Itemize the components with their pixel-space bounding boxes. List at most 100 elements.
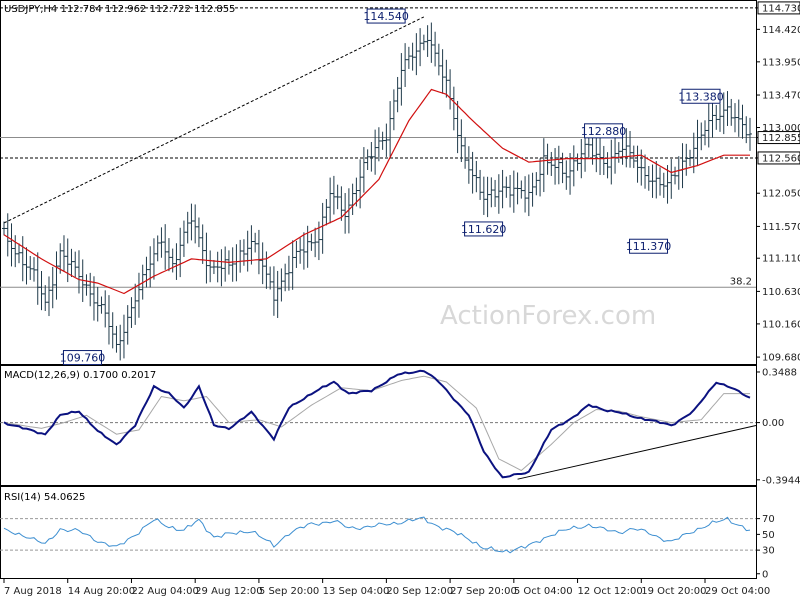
main-header: USDJPY,H4 112.784 112.962 112.722 112.85…	[4, 4, 235, 15]
svg-text:111.620: 111.620	[461, 223, 507, 236]
ohlc-bar	[275, 270, 280, 318]
x-tick-label: 12 Oct 12:00	[577, 579, 643, 597]
ohlc-bar	[369, 141, 374, 172]
ohlc-bar	[16, 243, 21, 264]
ohlc-bar	[28, 255, 33, 280]
ohlc-bar	[635, 145, 640, 183]
main-panel-frame	[0, 0, 757, 365]
svg-text:30: 30	[762, 546, 775, 557]
ohlc-bar	[601, 145, 606, 176]
price-label: 113.380	[678, 88, 724, 104]
ohlc-bar	[230, 247, 235, 282]
svg-text:113.470: 113.470	[762, 91, 800, 102]
watermark: ActionForex.com	[440, 301, 656, 331]
ohlc-bar	[628, 130, 633, 168]
price-label: 109.760	[60, 350, 105, 366]
ohlc-bar	[136, 272, 141, 318]
rsi-line	[3, 516, 751, 554]
y-tick-label: 111.110	[756, 254, 800, 265]
rsi-y-tick: 50	[756, 530, 775, 541]
x-tick-label: 29 Oct 04:00	[704, 579, 770, 597]
rsi-header: RSI(14) 54.0625	[4, 492, 85, 503]
ohlc-bar	[620, 135, 625, 165]
ohlc-bar	[714, 105, 719, 130]
ohlc-bar	[444, 59, 449, 98]
ohlc-bar	[421, 34, 426, 51]
ohlc-bar	[76, 250, 81, 294]
y-tick-label: 113.950	[756, 57, 800, 68]
ohlc-bar	[121, 314, 126, 359]
ohlc-bar	[549, 151, 554, 176]
ohlc-bar	[493, 179, 498, 207]
ohlc-bar	[598, 136, 603, 176]
ohlc-bar	[534, 172, 539, 196]
ohlc-bar	[470, 151, 475, 194]
ohlc-bar	[286, 255, 291, 291]
ohlc-bar	[339, 186, 344, 221]
ohlc-bar	[448, 69, 453, 110]
ohlc-bar	[200, 224, 205, 264]
macd-y-tick: -0.3944	[756, 475, 800, 486]
ohlc-bar	[688, 149, 693, 167]
ohlc-bar	[13, 235, 18, 268]
ohlc-bar	[361, 147, 366, 193]
ohlc-bar	[193, 204, 198, 244]
ohlc-bar	[414, 33, 419, 76]
ohlc-bar	[736, 99, 741, 137]
ohlc-bar	[99, 296, 104, 314]
x-tick-label: 20 Sep 12:00	[385, 579, 453, 597]
price-label: 111.620	[461, 221, 507, 237]
ohlc-bar	[5, 213, 10, 257]
macd-signal-line	[3, 375, 750, 472]
ohlc-bar	[110, 312, 115, 349]
price-label: 112.880	[581, 123, 626, 139]
ohlc-bar	[673, 166, 678, 185]
ohlc-bar	[39, 270, 44, 311]
ohlc-bar	[223, 246, 228, 282]
svg-text:5 Sep 20:00: 5 Sep 20:00	[259, 586, 319, 597]
ohlc-bar	[695, 119, 700, 167]
ohlc-bar	[328, 177, 333, 224]
ohlc-bar	[553, 148, 558, 185]
svg-text:27 Sep 20:00: 27 Sep 20:00	[450, 586, 517, 597]
ohlc-bar	[159, 227, 164, 258]
svg-text:22 Aug 04:00: 22 Aug 04:00	[131, 586, 198, 597]
svg-text:111.370: 111.370	[626, 240, 672, 253]
price-label: 111.370	[626, 238, 672, 254]
x-tick-label: 14 Aug 20:00	[67, 579, 135, 597]
ohlc-bar	[733, 103, 738, 133]
ohlc-bar	[451, 86, 456, 131]
ohlc-bar	[740, 104, 745, 139]
ohlc-bar	[523, 176, 528, 213]
macd-trendline	[517, 425, 757, 480]
ohlc-bar	[388, 101, 393, 158]
ohlc-bar	[279, 268, 284, 302]
ohlc-bar	[69, 248, 74, 278]
ohlc-bar	[309, 233, 314, 251]
ohlc-bar	[31, 257, 36, 282]
y-tick-label: 114.420	[756, 25, 800, 36]
svg-text:7 Aug 2018: 7 Aug 2018	[4, 586, 62, 597]
ohlc-bar	[2, 221, 6, 236]
ohlc-bar	[455, 100, 460, 154]
ohlc-bar	[350, 183, 355, 216]
svg-text:110.630: 110.630	[762, 287, 800, 298]
svg-text:113.950: 113.950	[762, 57, 800, 68]
ohlc-bar	[609, 139, 614, 185]
ohlc-bar	[163, 224, 168, 270]
ohlc-bar	[616, 142, 621, 163]
svg-text:0.3488: 0.3488	[762, 367, 797, 378]
price-label: 114.540	[363, 8, 409, 24]
ohlc-bar	[208, 250, 213, 283]
y-tick-label: 111.570	[756, 222, 800, 233]
ohlc-bar	[658, 167, 663, 196]
ohlc-bar	[95, 286, 100, 322]
ohlc-bar	[721, 92, 726, 135]
svg-text:110.160: 110.160	[762, 319, 800, 330]
ohlc-bar	[166, 238, 171, 272]
ohlc-bar	[241, 239, 246, 266]
ohlc-bar	[725, 91, 730, 126]
x-tick-label: 19 Oct 20:00	[640, 579, 706, 597]
svg-text:112.560: 112.560	[762, 153, 800, 164]
y-tick-label: 110.630	[756, 287, 800, 298]
